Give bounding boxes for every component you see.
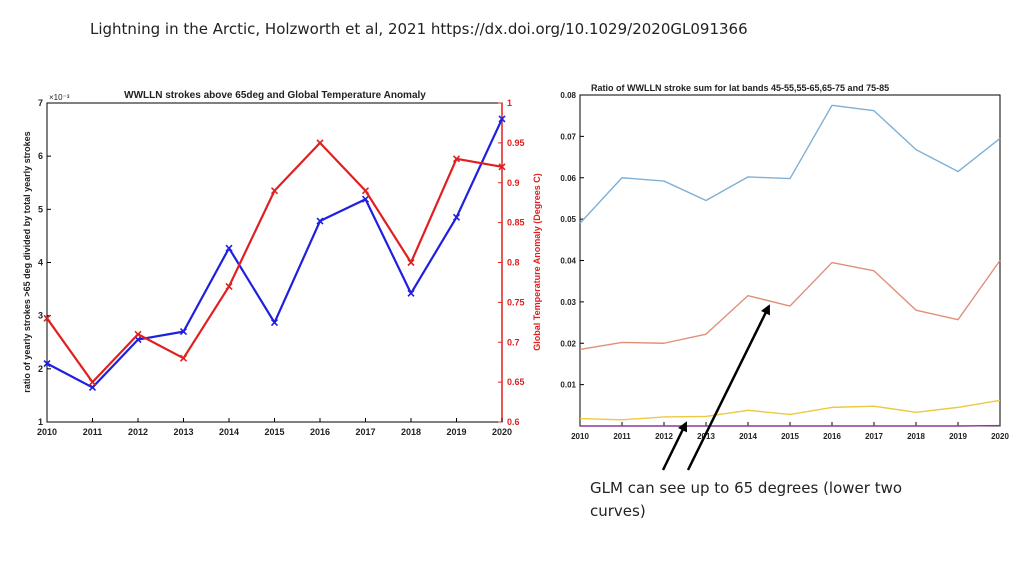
x-tick-label: 2020 bbox=[492, 427, 512, 437]
data-point-marker bbox=[407, 258, 415, 267]
x-tick-label: 2014 bbox=[739, 432, 757, 441]
data-point-marker bbox=[316, 139, 324, 147]
series-line-1 bbox=[579, 260, 1001, 351]
y-right-tick-label: 0.6 bbox=[507, 417, 520, 427]
data-point-marker bbox=[88, 378, 97, 386]
x-tick-label: 2012 bbox=[128, 427, 148, 437]
y-tick-label: 0.03 bbox=[560, 298, 576, 307]
data-point-marker bbox=[498, 115, 506, 123]
x-tick-label: 2016 bbox=[823, 432, 841, 441]
y-right-tick-label: 0.8 bbox=[507, 258, 520, 268]
chart-temperature-anomaly: WWLLN strokes above 65deg and Global Tem… bbox=[22, 90, 542, 437]
y-tick-label: 0.05 bbox=[560, 215, 576, 224]
x-tick-label: 2018 bbox=[401, 427, 421, 437]
y-tick-label: 5 bbox=[38, 204, 43, 214]
slide-title: Lightning in the Arctic, Holzworth et al… bbox=[90, 20, 748, 38]
data-point-marker bbox=[452, 213, 461, 221]
y-tick-label: 0.08 bbox=[560, 91, 576, 100]
x-tick-label: 2015 bbox=[264, 427, 284, 437]
plot-area bbox=[46, 102, 503, 423]
data-point-marker bbox=[361, 187, 370, 195]
y-tick-label: 0.02 bbox=[560, 339, 576, 348]
data-point-marker bbox=[43, 359, 51, 368]
data-point-marker bbox=[407, 289, 415, 297]
x-tick-label: 2010 bbox=[571, 432, 589, 441]
y-right-tick-label: 0.9 bbox=[507, 178, 520, 188]
y-tick-label: 6 bbox=[38, 151, 43, 161]
data-point-marker bbox=[270, 187, 279, 195]
x-tick-label: 2019 bbox=[949, 432, 967, 441]
y-right-tick-label: 0.75 bbox=[507, 297, 525, 307]
x-tick-label: 2015 bbox=[781, 432, 799, 441]
x-tick-label: 2016 bbox=[310, 427, 330, 437]
plot-area bbox=[579, 94, 1001, 427]
x-tick-label: 2012 bbox=[655, 432, 673, 441]
y-tick-label: 2 bbox=[38, 364, 43, 374]
series-line-2 bbox=[579, 399, 1001, 421]
y-axis-label-right: Global Temperature Anomaly (Degrees C) bbox=[532, 173, 542, 351]
x-tick-label: 2011 bbox=[83, 427, 103, 437]
data-point-marker bbox=[452, 155, 461, 163]
x-tick-label: 2018 bbox=[907, 432, 925, 441]
data-point-marker bbox=[316, 217, 324, 225]
data-point-marker bbox=[134, 330, 142, 338]
y-tick-label: 0.01 bbox=[560, 381, 576, 390]
y-right-tick-label: 0.85 bbox=[507, 218, 525, 228]
annotation-arrow-upper bbox=[686, 304, 771, 471]
y-right-tick-label: 1 bbox=[507, 98, 512, 108]
x-tick-label: 2013 bbox=[173, 427, 193, 437]
y-tick-label: 0.06 bbox=[560, 174, 576, 183]
y-tick-label: 3 bbox=[38, 311, 43, 321]
chart-lat-band-ratio: Ratio of WWLLN stroke sum for lat bands … bbox=[560, 83, 1009, 441]
y-tick-label: 7 bbox=[38, 98, 43, 108]
y-right-tick-label: 0.95 bbox=[507, 138, 525, 148]
data-point-marker bbox=[179, 354, 188, 362]
x-tick-label: 2019 bbox=[446, 427, 466, 437]
x-tick-label: 2010 bbox=[37, 427, 57, 437]
data-point-marker bbox=[43, 314, 51, 322]
x-tick-label: 2017 bbox=[355, 427, 375, 437]
y-tick-label: 0.04 bbox=[560, 257, 576, 266]
y-right-tick-label: 0.65 bbox=[507, 377, 525, 387]
y-tick-label: 4 bbox=[38, 258, 43, 268]
data-point-marker bbox=[179, 328, 188, 336]
x-tick-label: 2013 bbox=[697, 432, 715, 441]
data-point-marker bbox=[225, 282, 233, 290]
annotation-arrow-lower bbox=[661, 421, 688, 471]
y-axis-label-left: ratio of yearly strokes >65 deg divided … bbox=[22, 131, 32, 392]
data-point-marker bbox=[270, 319, 279, 327]
data-point-marker bbox=[225, 244, 233, 252]
series-line-0 bbox=[579, 104, 1001, 224]
y-multiplier-label: ×10⁻³ bbox=[49, 93, 70, 102]
data-point-marker bbox=[88, 383, 97, 392]
data-point-marker bbox=[498, 163, 506, 171]
annotation-caption: GLM can see up to 65 degrees (lower two … bbox=[590, 479, 903, 520]
x-tick-label: 2017 bbox=[865, 432, 883, 441]
data-point-marker bbox=[361, 195, 370, 203]
x-tick-label: 2020 bbox=[991, 432, 1009, 441]
chart-title: WWLLN strokes above 65deg and Global Tem… bbox=[124, 90, 426, 101]
x-tick-label: 2014 bbox=[219, 427, 239, 437]
y-right-tick-label: 0.7 bbox=[507, 337, 520, 347]
y-tick-label: 1 bbox=[38, 417, 43, 427]
y-tick-label: 0.07 bbox=[560, 132, 576, 141]
chart-title: Ratio of WWLLN stroke sum for lat bands … bbox=[591, 83, 889, 93]
x-tick-label: 2011 bbox=[613, 432, 631, 441]
